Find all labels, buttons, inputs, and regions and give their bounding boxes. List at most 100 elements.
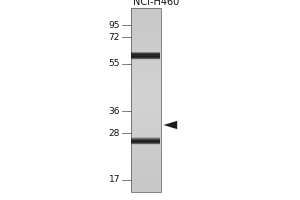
Bar xyxy=(131,140,160,141)
Bar xyxy=(130,97,160,100)
Bar xyxy=(130,35,160,38)
Bar xyxy=(130,102,160,105)
Bar xyxy=(130,63,160,66)
Bar xyxy=(130,88,160,91)
Bar xyxy=(130,127,160,130)
Bar xyxy=(130,31,160,33)
Bar xyxy=(131,139,160,140)
Bar xyxy=(130,12,160,15)
Bar xyxy=(130,176,160,178)
Bar xyxy=(130,152,160,155)
Bar xyxy=(131,56,160,57)
Bar xyxy=(130,26,160,29)
Bar xyxy=(131,141,160,142)
Bar xyxy=(130,169,160,171)
Bar xyxy=(130,67,160,70)
Bar xyxy=(130,143,160,146)
Bar xyxy=(130,141,160,144)
Bar xyxy=(131,144,160,145)
Bar xyxy=(130,79,160,82)
Bar xyxy=(130,10,160,13)
Bar xyxy=(130,86,160,88)
Bar xyxy=(130,77,160,79)
Bar xyxy=(130,106,160,109)
Bar xyxy=(130,61,160,63)
Bar xyxy=(130,40,160,43)
Bar xyxy=(131,53,160,54)
Bar xyxy=(131,54,160,55)
Bar xyxy=(130,95,160,98)
Bar xyxy=(130,65,160,68)
Bar xyxy=(130,17,160,20)
Bar xyxy=(130,134,160,137)
Bar xyxy=(130,150,160,153)
Bar xyxy=(130,21,160,24)
Bar xyxy=(130,116,160,118)
Bar xyxy=(131,142,160,143)
Bar xyxy=(131,59,160,60)
Bar xyxy=(130,24,160,26)
Bar xyxy=(130,104,160,107)
Bar xyxy=(130,113,160,116)
Bar xyxy=(130,148,160,151)
Bar xyxy=(130,118,160,121)
Bar xyxy=(130,157,160,160)
Bar xyxy=(131,58,160,59)
Bar xyxy=(131,57,160,58)
Bar xyxy=(131,57,160,58)
Bar xyxy=(130,111,160,114)
Bar xyxy=(131,143,160,144)
Bar xyxy=(130,100,160,102)
Bar xyxy=(131,55,160,56)
Bar xyxy=(130,15,160,17)
Bar xyxy=(131,54,160,55)
Text: 36: 36 xyxy=(109,106,120,116)
Bar xyxy=(130,51,160,54)
Text: 17: 17 xyxy=(109,176,120,184)
Bar xyxy=(131,53,160,54)
Bar xyxy=(130,54,160,56)
Bar xyxy=(130,58,160,61)
Bar xyxy=(130,90,160,93)
Text: 55: 55 xyxy=(109,60,120,68)
Bar xyxy=(131,141,160,142)
Bar xyxy=(131,52,160,53)
Bar xyxy=(130,33,160,36)
Text: 95: 95 xyxy=(109,21,120,29)
Bar xyxy=(130,139,160,141)
Bar xyxy=(131,138,160,139)
Bar xyxy=(130,159,160,162)
Bar xyxy=(130,42,160,45)
Bar xyxy=(130,8,160,10)
Bar xyxy=(130,56,160,59)
Bar xyxy=(130,166,160,169)
Bar xyxy=(130,189,160,192)
Bar xyxy=(130,185,160,187)
Bar xyxy=(130,93,160,95)
Bar xyxy=(130,47,160,49)
Bar xyxy=(130,132,160,135)
Bar xyxy=(130,72,160,75)
Bar xyxy=(130,164,160,167)
Bar xyxy=(130,136,160,139)
Bar xyxy=(130,70,160,72)
Bar xyxy=(130,74,160,77)
Bar xyxy=(130,109,160,112)
Bar xyxy=(130,162,160,164)
Text: NCI-H460: NCI-H460 xyxy=(133,0,179,7)
Bar xyxy=(130,38,160,40)
Bar xyxy=(130,81,160,84)
Bar xyxy=(131,143,160,144)
Bar xyxy=(131,52,160,53)
Bar xyxy=(130,182,160,185)
Bar xyxy=(130,173,160,176)
Bar xyxy=(130,171,160,174)
Bar xyxy=(130,49,160,52)
Bar xyxy=(130,84,160,86)
Bar xyxy=(131,137,160,138)
Bar xyxy=(130,44,160,47)
Bar xyxy=(131,144,160,145)
Polygon shape xyxy=(164,121,177,129)
Bar xyxy=(130,125,160,128)
Bar xyxy=(130,120,160,123)
